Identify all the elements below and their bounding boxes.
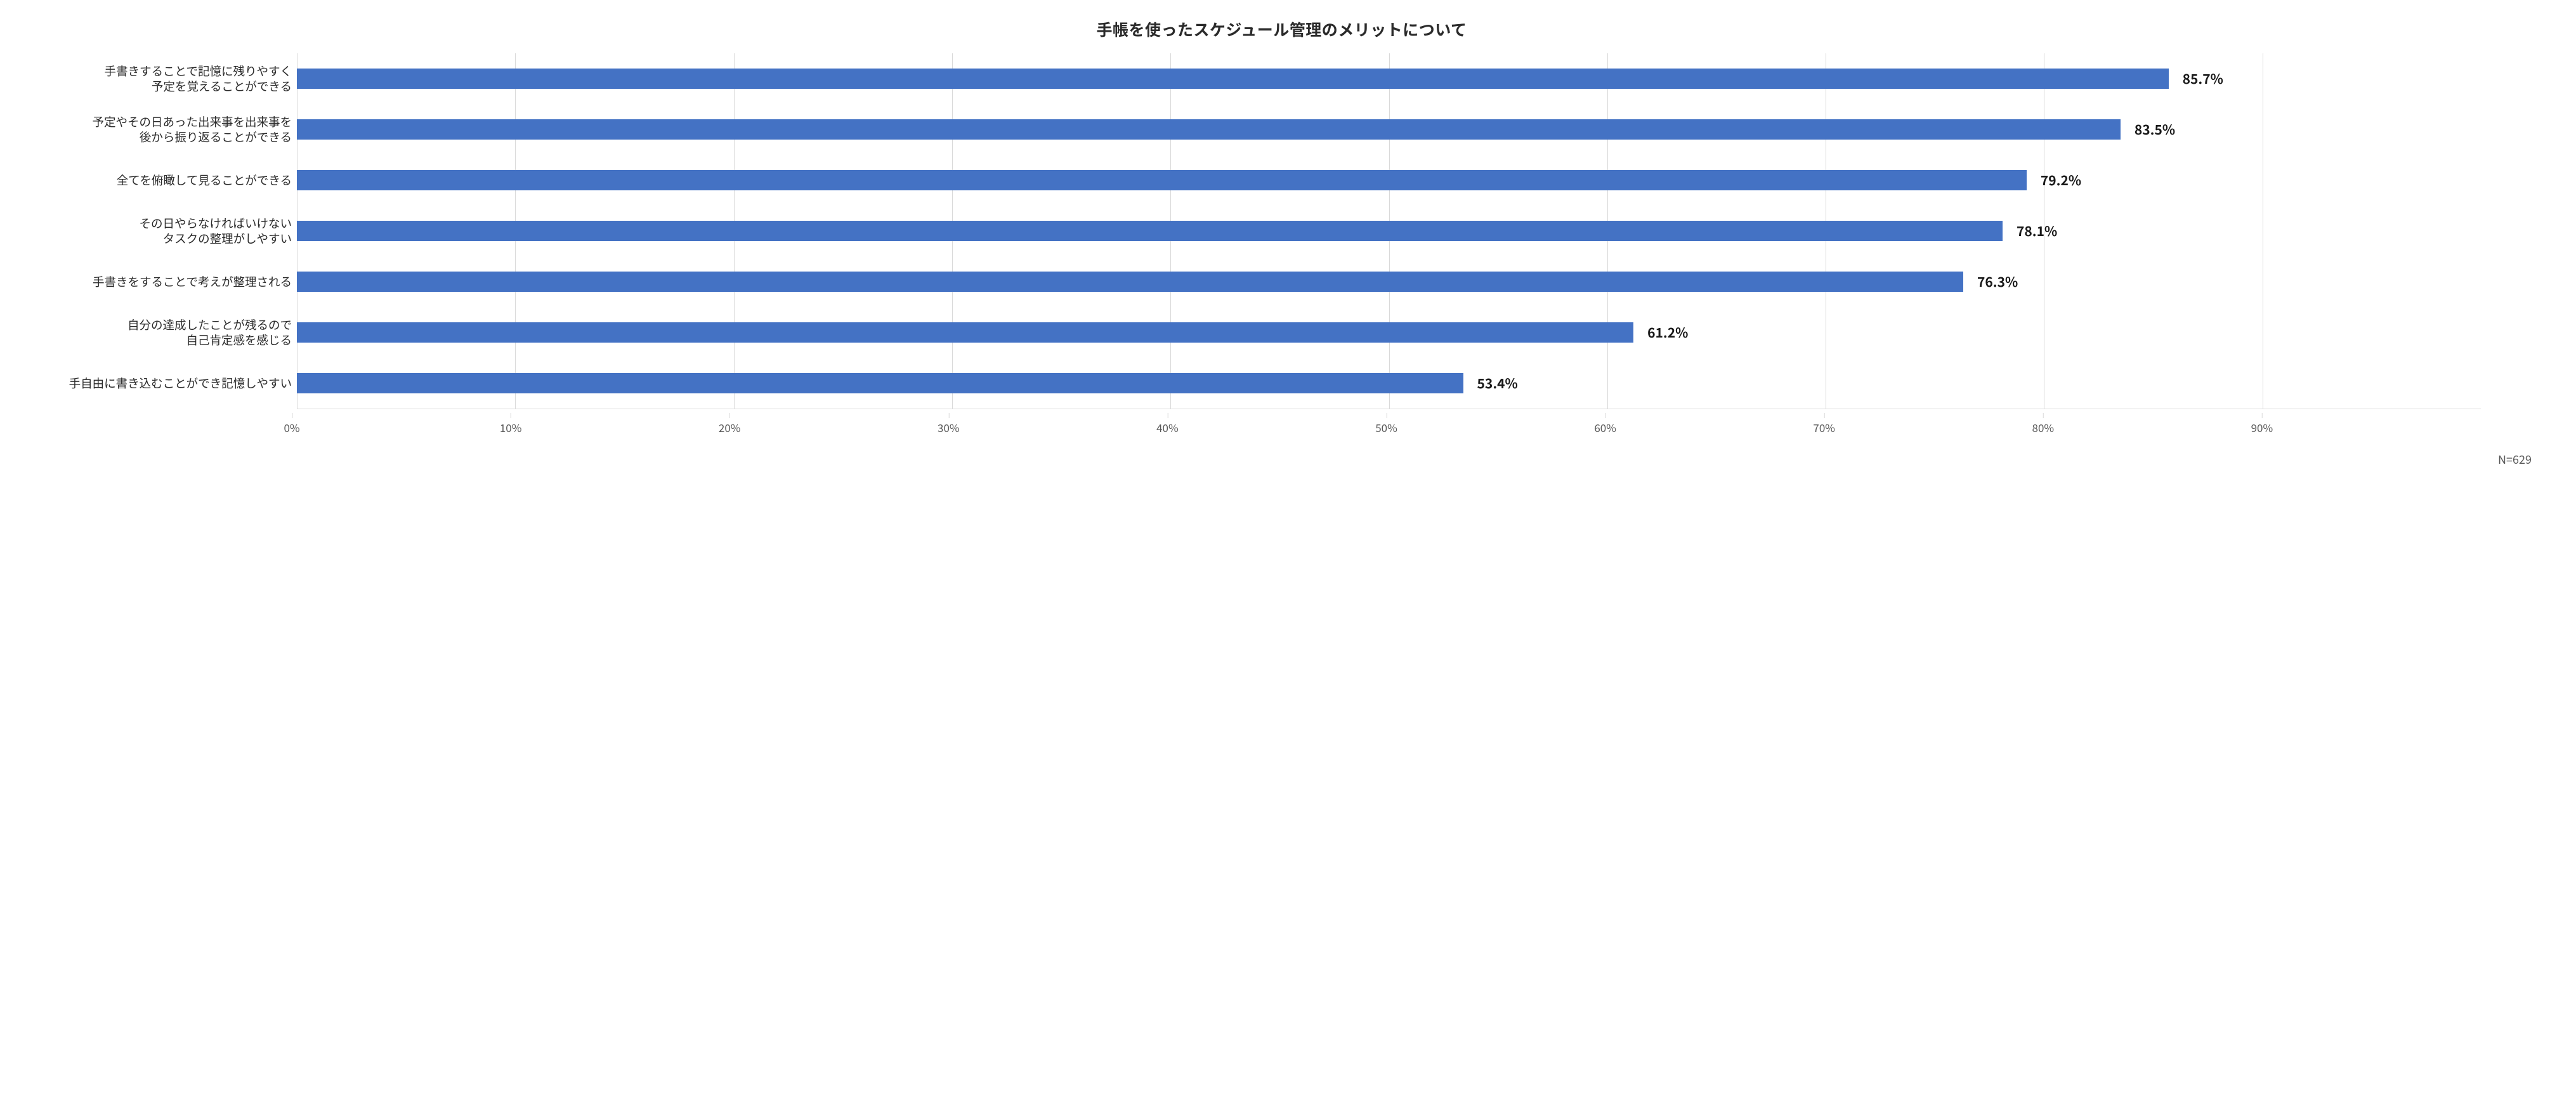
bar-row: 83.5%	[297, 104, 2481, 155]
x-tick: 40%	[1156, 419, 1179, 435]
bars: 85.7% 83.5% 79.2% 78.1% 76.3% 61.2% 53.4%	[297, 53, 2481, 409]
y-axis-label: 手自由に書き込むことができ記憶しやすい	[25, 358, 292, 409]
bar-row: 76.3%	[297, 256, 2481, 307]
x-tick-label: 10%	[500, 419, 522, 435]
bar	[297, 373, 1463, 393]
bar	[297, 272, 1963, 292]
x-tick-label: 30%	[938, 419, 960, 435]
x-tick: 0%	[284, 419, 299, 435]
x-tick-label: 50%	[1375, 419, 1397, 435]
bar	[297, 322, 1633, 343]
data-label: 76.3%	[1977, 272, 2018, 291]
x-tick: 60%	[1594, 419, 1616, 435]
bar-row: 61.2%	[297, 307, 2481, 358]
bar-track: 85.7%	[297, 53, 2481, 104]
category-label: 全てを俯瞰して見ることができる	[117, 173, 292, 188]
x-tick-mark	[948, 413, 949, 418]
x-tick: 30%	[938, 419, 960, 435]
bar-row: 85.7%	[297, 53, 2481, 104]
x-tick-label: 20%	[719, 419, 741, 435]
bars-area: 85.7% 83.5% 79.2% 78.1% 76.3% 61.2% 53.4%	[297, 53, 2481, 409]
x-tick-mark	[2043, 413, 2044, 418]
bar	[297, 221, 2003, 241]
sample-size-note: N=629	[25, 451, 2538, 468]
bar	[297, 119, 2121, 140]
x-tick-mark	[2262, 413, 2263, 418]
y-axis-label: 予定やその日あった出来事を出来事を 後から振り返ることができる	[25, 104, 292, 155]
x-tick: 90%	[2251, 419, 2273, 435]
x-tick-mark	[1824, 413, 1825, 418]
bar-track: 53.4%	[297, 358, 2481, 409]
y-axis-label: その日やらなければいけない タスクの整理がしやすい	[25, 206, 292, 256]
data-label: 83.5%	[2135, 120, 2175, 139]
x-tick-label: 60%	[1594, 419, 1616, 435]
x-tick-label: 70%	[1813, 419, 1835, 435]
chart-container: 手帳を使ったスケジュール管理のメリットについて 手書きすることで記憶に残りやすく…	[0, 0, 2576, 493]
category-label: 自分の達成したことが残るので 自己肯定感を感じる	[127, 317, 292, 348]
x-tick: 70%	[1813, 419, 1835, 435]
x-tick-mark	[1167, 413, 1168, 418]
x-axis: 0% 10% 20% 30% 40% 50% 60% 70% 80% 90%	[25, 413, 2538, 435]
x-axis-ticks: 0%10%20%30%40%50%60%70%80%90%	[292, 413, 2481, 435]
x-tick: 50%	[1375, 419, 1397, 435]
x-tick-label: 40%	[1156, 419, 1179, 435]
data-label: 78.1%	[2017, 221, 2057, 240]
x-tick: 10%	[500, 419, 522, 435]
bar-track: 83.5%	[297, 104, 2481, 155]
category-label: その日やらなければいけない タスクの整理がしやすい	[139, 216, 292, 246]
category-label: 手書きをすることで考えが整理される	[93, 274, 292, 289]
x-tick-label: 90%	[2251, 419, 2273, 435]
x-tick: 80%	[2032, 419, 2055, 435]
bar-track: 79.2%	[297, 155, 2481, 206]
bar-row: 78.1%	[297, 206, 2481, 256]
y-axis-labels: 手書きすることで記憶に残りやすく 予定を覚えることができる予定やその日あった出来…	[25, 53, 297, 409]
category-label: 手書きすることで記憶に残りやすく 予定を覚えることができる	[105, 63, 292, 94]
bar	[297, 69, 2169, 89]
x-tick: 20%	[719, 419, 741, 435]
y-axis-label: 手書きすることで記憶に残りやすく 予定を覚えることができる	[25, 53, 292, 104]
bar-row: 79.2%	[297, 155, 2481, 206]
data-label: 53.4%	[1477, 374, 1518, 393]
plot-area: 手書きすることで記憶に残りやすく 予定を覚えることができる予定やその日あった出来…	[25, 53, 2538, 409]
bar-row: 53.4%	[297, 358, 2481, 409]
y-axis-label: 手書きをすることで考えが整理される	[25, 256, 292, 307]
bar-track: 61.2%	[297, 307, 2481, 358]
bar-track: 78.1%	[297, 206, 2481, 256]
x-tick-label: 0%	[284, 419, 299, 435]
data-label: 61.2%	[1647, 323, 1688, 342]
bar-track: 76.3%	[297, 256, 2481, 307]
x-tick-mark	[729, 413, 730, 418]
x-axis-spacer	[25, 413, 292, 435]
bar	[297, 170, 2027, 190]
y-axis-label: 全てを俯瞰して見ることができる	[25, 155, 292, 206]
category-label: 予定やその日あった出来事を出来事を 後から振り返ることができる	[92, 114, 292, 145]
category-label: 手自由に書き込むことができ記憶しやすい	[69, 376, 292, 391]
data-label: 85.7%	[2183, 69, 2223, 88]
x-tick-label: 80%	[2032, 419, 2055, 435]
y-axis-label: 自分の達成したことが残るので 自己肯定感を感じる	[25, 307, 292, 358]
chart-title: 手帳を使ったスケジュール管理のメリットについて	[25, 18, 2538, 41]
data-label: 79.2%	[2041, 171, 2081, 190]
x-tick-mark	[1605, 413, 1606, 418]
